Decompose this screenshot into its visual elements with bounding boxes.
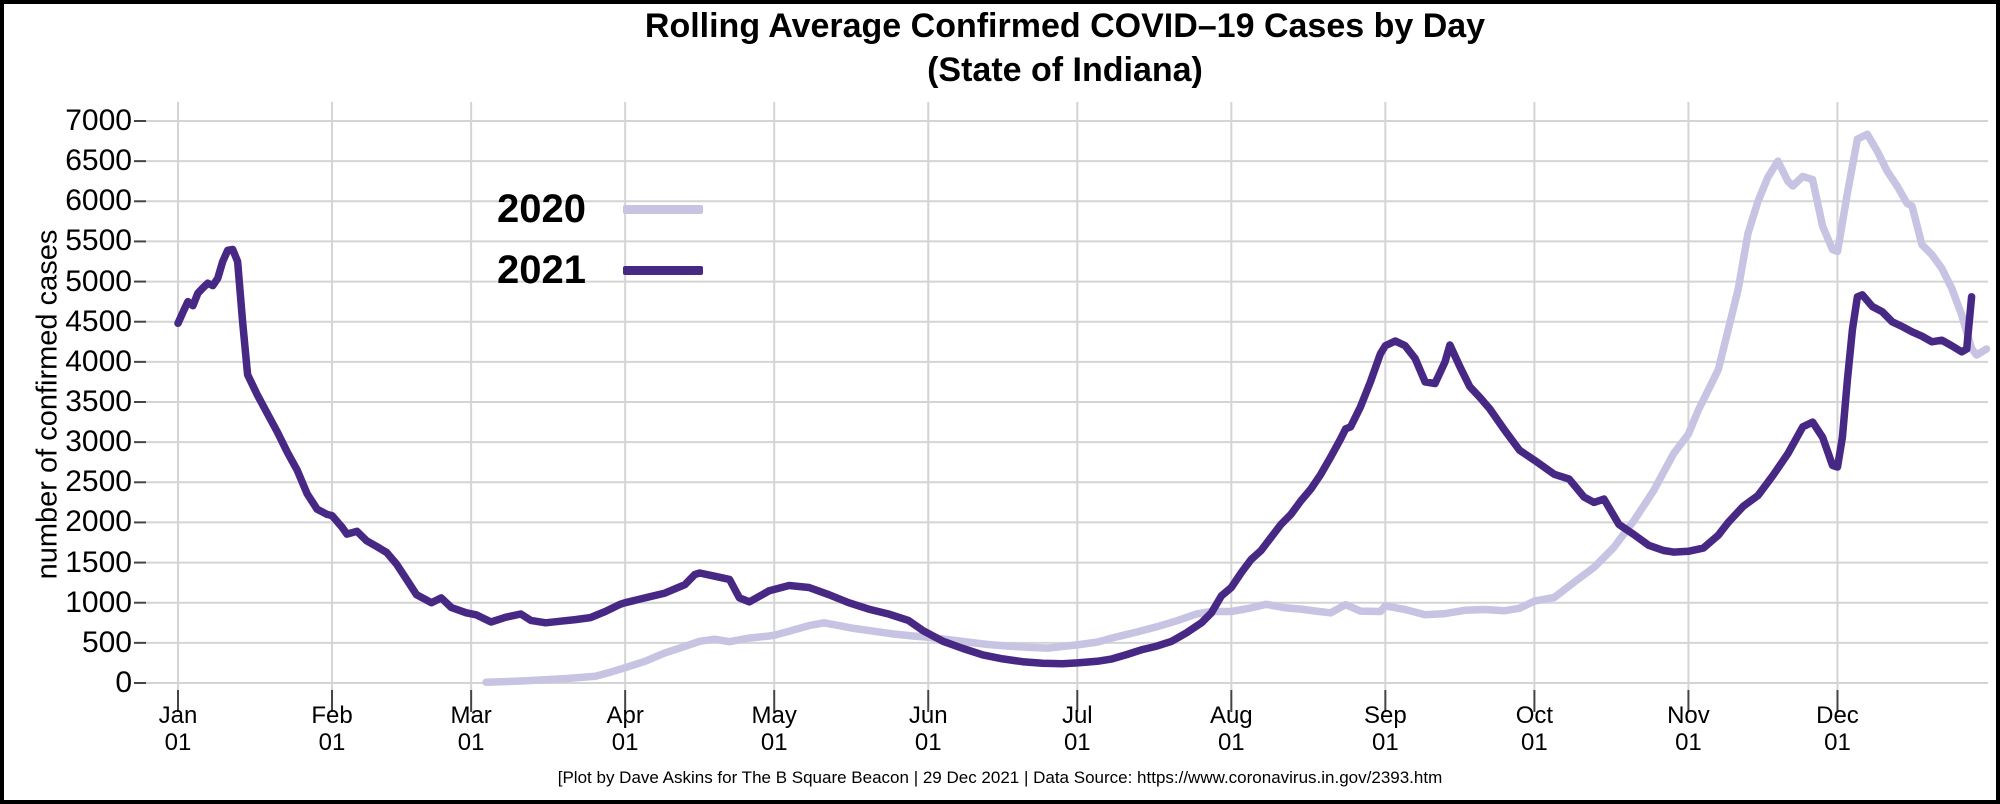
legend-label-2020: 2020: [497, 187, 586, 231]
x-tick-day: 01: [1063, 729, 1091, 756]
x-tick-day: 01: [164, 729, 192, 756]
x-tick-day: 01: [1675, 729, 1702, 756]
x-tick-label: May 01: [729, 702, 819, 756]
series-line-2021: [174, 245, 1976, 668]
y-tick-label: 4000: [65, 344, 132, 378]
legend-row-2021: 2021: [497, 247, 703, 294]
x-tick-month: Dec: [1816, 702, 1859, 729]
y-tick-label: 5000: [65, 264, 132, 298]
y-tick-label: 6500: [65, 144, 132, 178]
legend-label-2021: 2021: [497, 248, 586, 292]
x-tick-day: 01: [1521, 729, 1548, 756]
legend-swatch-2020: [623, 205, 703, 214]
x-tick-month: Sep: [1363, 702, 1407, 729]
x-tick-label: Nov 01: [1643, 702, 1733, 756]
chart-title-line2: (State of Indiana): [927, 51, 1203, 89]
y-tick-label: 1500: [65, 545, 132, 579]
legend-swatch-2021: [623, 266, 703, 275]
x-tick-day: 01: [611, 729, 639, 756]
y-tick-label: 5500: [65, 224, 132, 258]
x-tick-month: Jun: [908, 702, 948, 729]
y-tick-label: 2500: [65, 465, 132, 499]
x-tick-day: 01: [914, 729, 942, 756]
x-tick-day: 01: [318, 729, 346, 756]
y-tick-label: 500: [81, 625, 132, 659]
x-tick-label: Apr 01: [580, 702, 670, 756]
x-tick-label: Sep 01: [1340, 702, 1430, 756]
y-tick-label: 0: [115, 666, 132, 699]
y-tick-label: 4500: [65, 304, 132, 338]
y-tick-label: 3500: [65, 385, 132, 418]
y-tick-label: 7000: [65, 104, 132, 137]
chart-title: Rolling Average Confirmed COVID–19 Cases…: [140, 4, 1990, 92]
chart-legend: 2020 2021: [497, 186, 703, 308]
legend-row-2020: 2020: [497, 186, 703, 233]
y-tick-label: 2000: [65, 505, 132, 539]
x-tick-month: Jan: [158, 702, 198, 729]
x-tick-day: 01: [1824, 729, 1851, 756]
x-tick-month: May: [751, 702, 797, 729]
x-tick-day: 01: [1217, 729, 1245, 756]
x-tick-day: 01: [457, 729, 485, 756]
x-tick-month: Jul: [1061, 702, 1093, 729]
x-tick-label: Dec 01: [1792, 702, 1882, 756]
x-tick-label: Jun 01: [883, 702, 973, 756]
y-tick-label: 3000: [65, 425, 132, 459]
x-tick-day: 01: [1371, 729, 1399, 756]
x-tick-label: Jan 01: [133, 702, 223, 756]
x-tick-label: Feb 01: [287, 702, 377, 756]
y-tick-label: 1000: [65, 585, 132, 619]
x-tick-label: Oct 01: [1489, 702, 1579, 756]
x-tick-month: Aug: [1209, 702, 1253, 729]
chart-title-line1: Rolling Average Confirmed COVID–19 Cases…: [644, 7, 1486, 45]
x-tick-label: Jul 01: [1032, 702, 1122, 756]
footer-credit: [Plot by Dave Askins for The B Square Be…: [557, 768, 1443, 787]
x-tick-month: Nov: [1667, 702, 1710, 729]
y-tick-label: 6000: [65, 184, 132, 218]
x-tick-day: 01: [760, 729, 788, 756]
x-tick-month: Feb: [311, 702, 353, 729]
x-tick-month: Oct: [1515, 702, 1554, 729]
x-tick-label: Aug 01: [1186, 702, 1276, 756]
x-tick-month: Apr: [606, 702, 644, 729]
x-tick-month: Mar: [450, 702, 492, 729]
series-line-2020: [482, 130, 1991, 686]
x-tick-label: Mar 01: [426, 702, 516, 756]
